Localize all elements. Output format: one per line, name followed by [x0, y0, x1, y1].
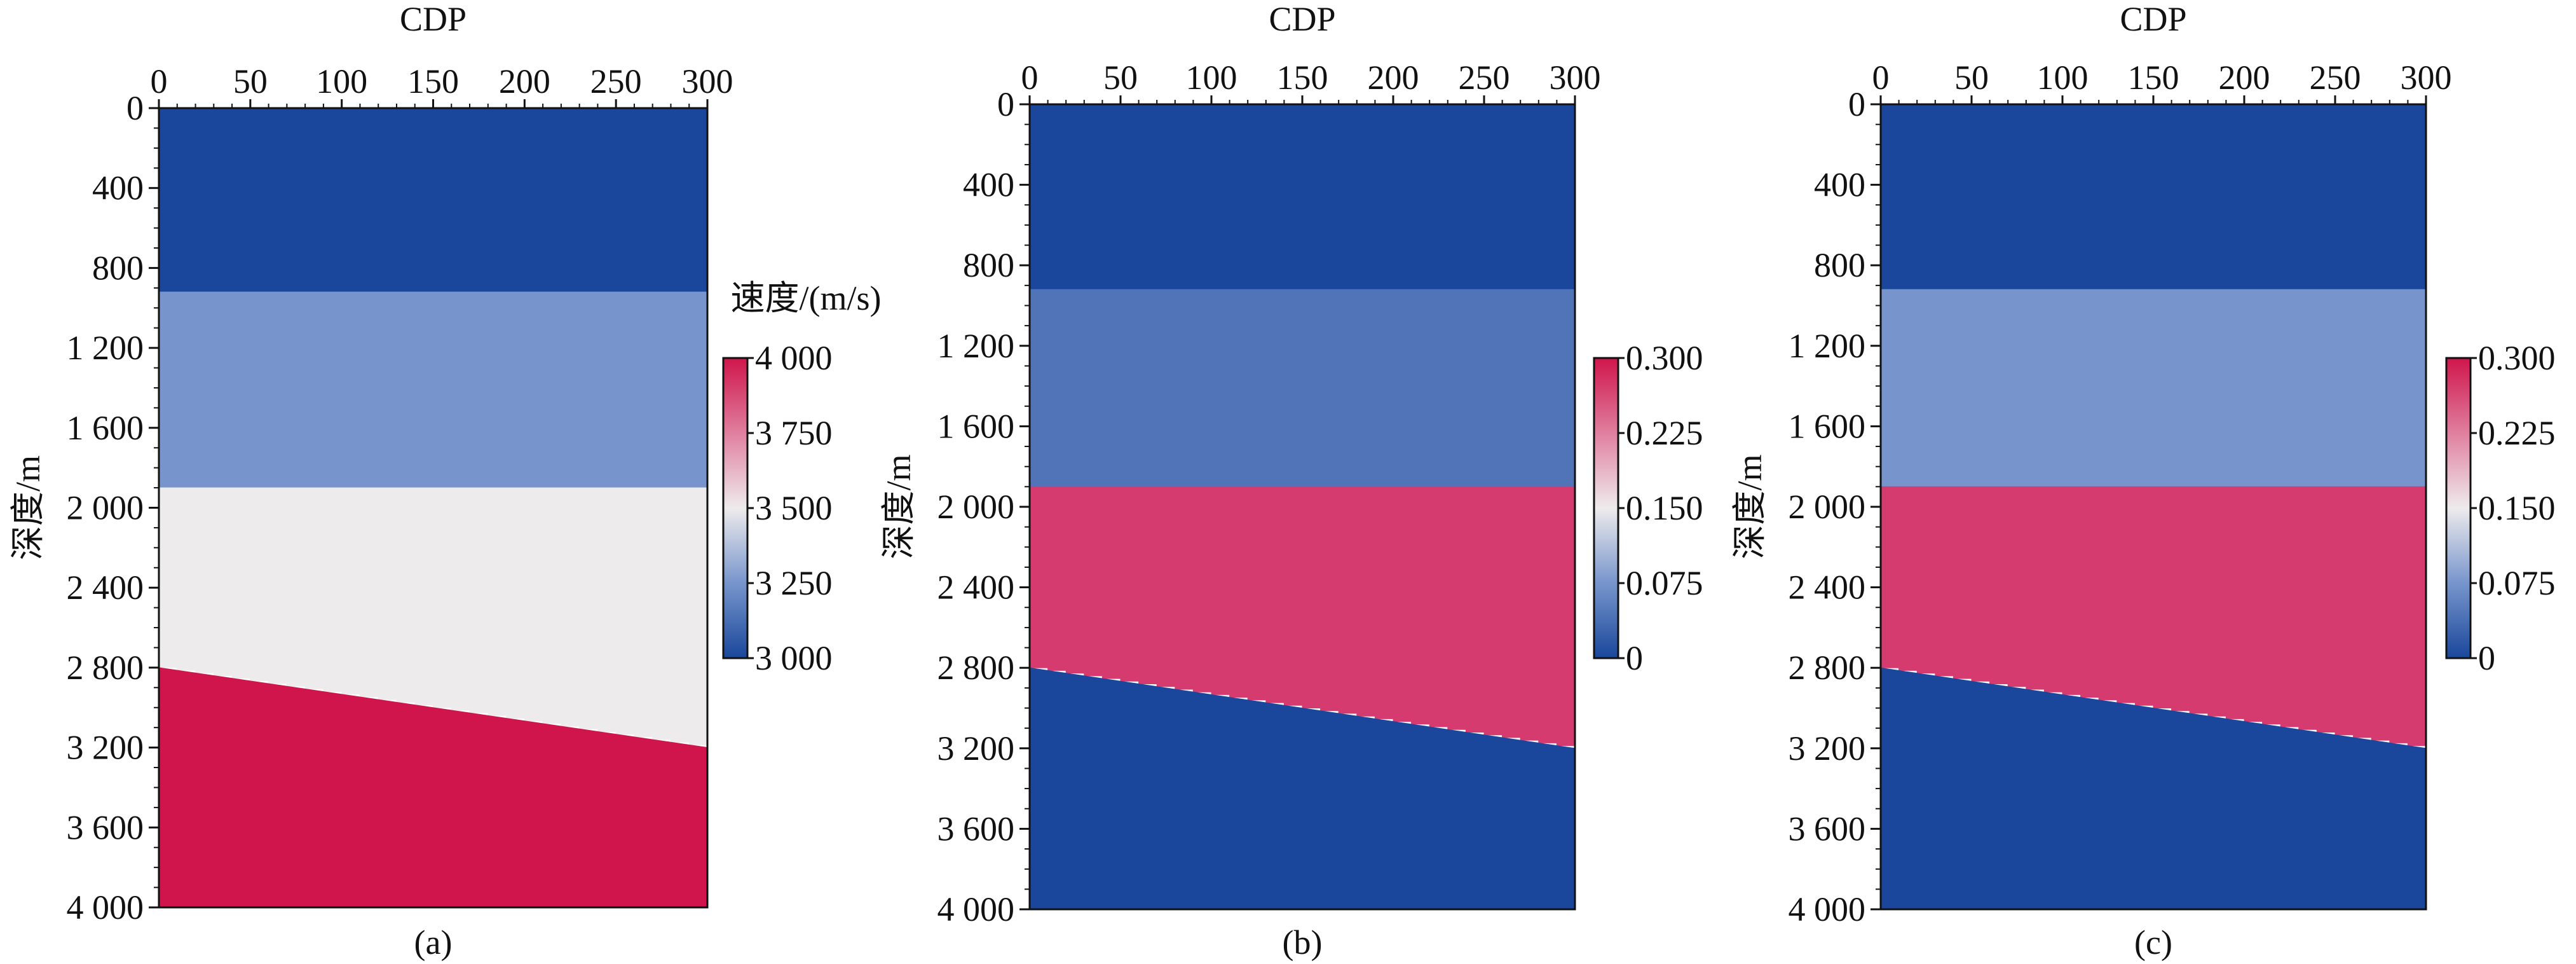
- x-tick-label: 250: [2310, 59, 2361, 97]
- y-tick-label: 800: [963, 246, 1014, 284]
- colorbar-tick-label: 0.225: [1626, 414, 1703, 452]
- colorbar-tick-label: 0.300: [2478, 339, 2556, 377]
- layer-3: [158, 487, 708, 748]
- layer-3: [1029, 486, 1576, 748]
- y-tick-label: 4 000: [67, 888, 144, 926]
- colorbar-tick-label: 4 000: [755, 339, 833, 377]
- colorbar-tick-label: 0.075: [1626, 564, 1703, 602]
- y-axis-title: 深度/m: [1731, 454, 1769, 559]
- layer-1: [1880, 104, 2427, 290]
- x-tick-label: 0: [1021, 59, 1039, 97]
- y-tick-label: 0: [1848, 85, 1865, 123]
- colorbar-tick-label: 3 250: [755, 564, 833, 602]
- layer-2: [158, 291, 708, 488]
- y-tick-label: 3 200: [937, 729, 1015, 768]
- colorbar-tick-label: 0.150: [2478, 489, 2556, 527]
- y-tick-label: 400: [92, 169, 144, 207]
- y-tick-label: 2 800: [67, 649, 144, 687]
- x-tick-label: 250: [1459, 59, 1510, 97]
- y-tick-label: 400: [1814, 166, 1865, 204]
- y-tick-label: 1 200: [937, 327, 1015, 365]
- colorbar-tick-label: 0.225: [2478, 414, 2556, 452]
- layer-1: [1029, 104, 1576, 290]
- panel-caption: (c): [2134, 923, 2172, 961]
- y-tick-label: 2 000: [937, 488, 1015, 526]
- x-tick-label: 0: [1872, 59, 1890, 97]
- colorbar-tick-label: 0.150: [1626, 489, 1703, 527]
- colorbar-tick-label: 3 750: [755, 414, 833, 452]
- layer-2: [1029, 289, 1576, 487]
- layer-2: [1880, 289, 2427, 487]
- x-tick-label: 300: [2401, 59, 2452, 97]
- colorbar-tick-label: 0: [2478, 639, 2495, 677]
- colorbar-tick-label: 3 500: [755, 489, 833, 527]
- x-axis-title: CDP: [2120, 0, 2186, 38]
- layer-3: [1880, 486, 2427, 748]
- y-tick-label: 2 800: [1789, 649, 1866, 687]
- y-tick-label: 2 400: [937, 568, 1015, 607]
- y-tick-label: 3 600: [1789, 809, 1866, 848]
- panel-b: 0 50 100 150 200 250 300 CDP 0 400 800 1 200 1 600 2 …: [880, 0, 1703, 961]
- x-tick-label: 200: [499, 62, 550, 100]
- y-tick-label: 1 200: [1789, 327, 1866, 365]
- y-tick-label: 4 000: [1789, 890, 1866, 928]
- colorbar-tick-label: 0.075: [2478, 564, 2556, 602]
- y-tick-label: 4 000: [937, 890, 1015, 928]
- x-tick-label: 50: [1954, 59, 1989, 97]
- y-tick-label: 0: [126, 89, 144, 127]
- y-tick-label: 1 600: [937, 407, 1015, 445]
- panel-a: 0 50 100 150 200 250 300 CDP 0 400 800 1 200 1 600 2 …: [9, 0, 882, 961]
- y-tick-label: 3 600: [67, 808, 144, 846]
- x-axis-title: CDP: [400, 0, 467, 38]
- y-tick-label: 800: [1814, 246, 1865, 284]
- y-tick-label: 2 800: [937, 649, 1015, 687]
- x-tick-label: 250: [590, 62, 642, 100]
- y-tick-label: 3 200: [67, 729, 144, 767]
- x-tick-label: 0: [151, 62, 168, 100]
- y-tick-label: 2 000: [67, 489, 144, 527]
- colorbar-tick-label: 3 000: [755, 639, 833, 677]
- y-tick-label: 3 200: [1789, 729, 1866, 768]
- x-tick-label: 100: [316, 62, 367, 100]
- panel-caption: (b): [1283, 923, 1323, 961]
- colorbar: [722, 357, 749, 659]
- x-tick-label: 100: [2037, 59, 2089, 97]
- x-tick-label: 200: [1368, 59, 1419, 97]
- x-tick-label: 200: [2219, 59, 2270, 97]
- y-tick-label: 0: [997, 85, 1014, 123]
- x-tick-label: 150: [1277, 59, 1328, 97]
- x-tick-label: 100: [1186, 59, 1237, 97]
- y-axis-title: 深度/m: [880, 454, 918, 559]
- layer-1: [158, 107, 708, 293]
- y-tick-label: 400: [963, 166, 1014, 204]
- colorbar-tick-label: 0.300: [1626, 339, 1703, 377]
- y-tick-label: 800: [92, 249, 144, 287]
- y-tick-label: 2 000: [1789, 488, 1866, 526]
- x-tick-label: 300: [682, 62, 733, 100]
- colorbar: [1593, 357, 1619, 659]
- y-tick-label: 1 200: [67, 329, 144, 367]
- y-tick-label: 1 600: [1789, 407, 1866, 445]
- x-axis-title: CDP: [1269, 0, 1335, 38]
- panel-c: 0 50 100 150 200 250 300 CDP 0 400 800 1 200 1 600 2 …: [1731, 0, 2556, 961]
- x-tick-label: 50: [233, 62, 268, 100]
- x-tick-label: 150: [407, 62, 459, 100]
- panel-caption: (a): [414, 923, 453, 961]
- colorbar: [2445, 357, 2472, 659]
- y-tick-label: 2 400: [1789, 568, 1866, 607]
- x-tick-label: 150: [2128, 59, 2179, 97]
- x-tick-label: 50: [1103, 59, 1138, 97]
- y-axis-title: 深度/m: [9, 455, 47, 560]
- colorbar-tick-label: 0: [1626, 639, 1643, 677]
- y-tick-label: 3 600: [937, 809, 1015, 848]
- y-tick-label: 2 400: [67, 568, 144, 607]
- y-tick-label: 1 600: [67, 409, 144, 447]
- x-tick-label: 300: [1550, 59, 1601, 97]
- colorbar-title: 速度/(m/s): [731, 279, 882, 317]
